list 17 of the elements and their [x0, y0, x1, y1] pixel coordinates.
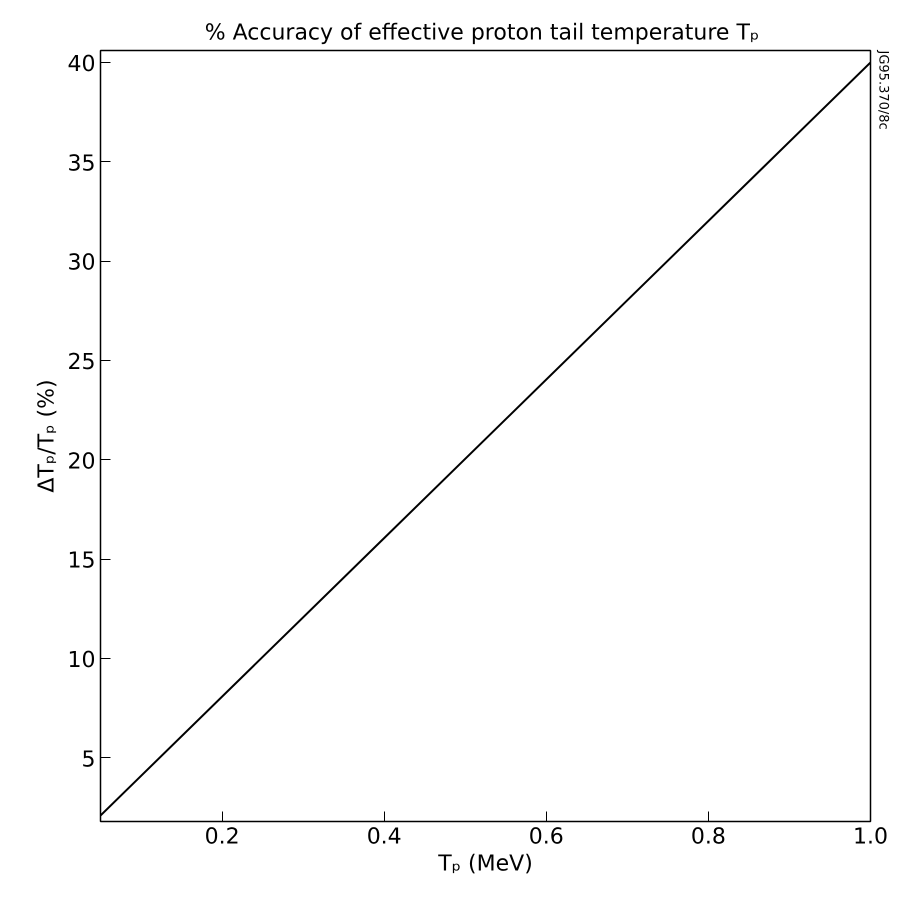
y-tick-label: 5	[82, 747, 96, 772]
x-tick-label: 0.4	[366, 824, 402, 850]
text: JG95.370/8c	[876, 50, 890, 130]
y-tick-label: 20	[68, 449, 96, 474]
chart-title: % Accuracy of effective proton tail temperature Tₚ	[204, 20, 760, 46]
x-tick-label: 0.6	[528, 824, 564, 850]
x-tick-label: 1.0	[853, 824, 888, 850]
x-tick-label: 0.2	[204, 824, 240, 850]
y-tick-label: 10	[68, 648, 96, 674]
y-tick-label: 30	[68, 250, 96, 276]
y-tick-label: 40	[68, 52, 96, 77]
x-tick-label: 0.8	[690, 824, 726, 850]
y-tick-label: 15	[68, 548, 96, 574]
y-tick-label: 35	[68, 151, 96, 176]
y-axis-title: ΔTₚ/Tₚ (%)	[34, 379, 60, 493]
x-axis-title: Tₚ (MeV)	[437, 852, 533, 876]
y-tick-label: 25	[68, 350, 96, 375]
